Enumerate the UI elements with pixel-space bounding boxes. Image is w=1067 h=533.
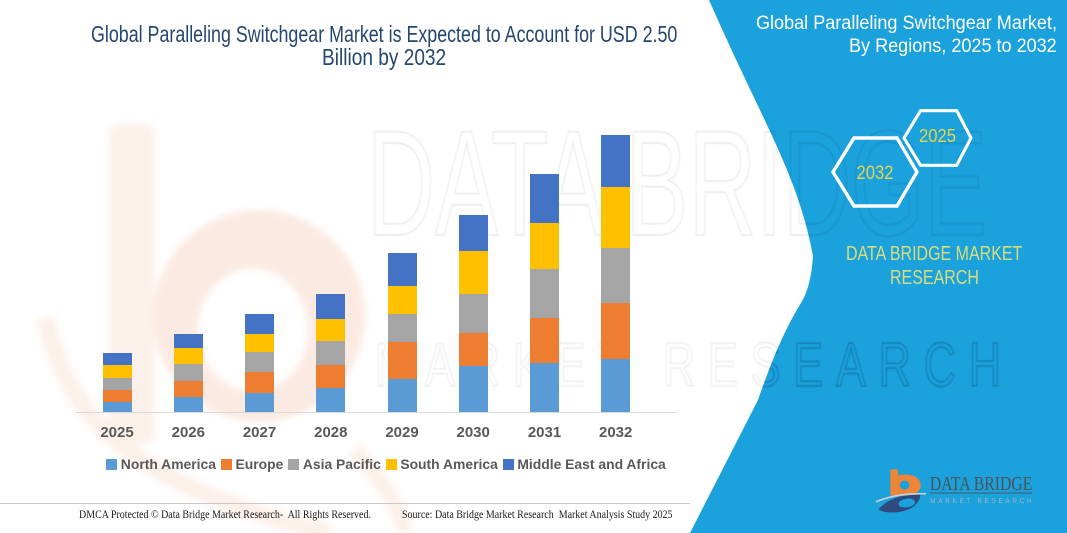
svg-text:2032: 2032 — [857, 163, 894, 184]
svg-text:2025: 2025 — [919, 126, 956, 146]
svg-text:MARKET RESEARCH: MARKET RESEARCH — [930, 498, 1034, 505]
svg-text:DATA BRIDGE: DATA BRIDGE — [930, 474, 1033, 495]
